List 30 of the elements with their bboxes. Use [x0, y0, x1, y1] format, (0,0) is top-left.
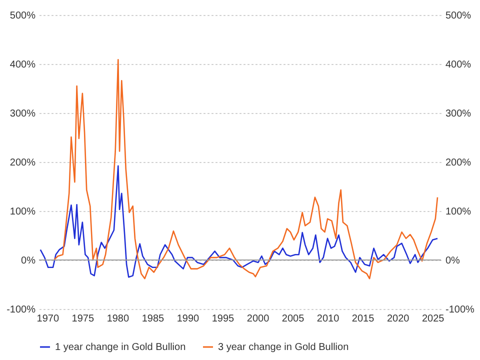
x-tick-label: 2000: [246, 314, 270, 324]
x-tick-label: 1980: [106, 314, 130, 324]
y-tick-label: 200%: [10, 158, 36, 168]
x-tick-label: 1990: [176, 314, 200, 324]
line-series: [54, 58, 438, 280]
x-tick-label: 2020: [386, 314, 410, 324]
x-tick-label: 1985: [142, 314, 165, 324]
x-tick-label: 2005: [282, 314, 305, 324]
y-tick-label: 500%: [10, 10, 36, 22]
x-tick-label: 1975: [72, 314, 94, 324]
line-series: [40, 165, 438, 278]
legend-label: 1 year change in Gold Bullion: [55, 342, 186, 353]
x-tick-label: 1995: [212, 314, 235, 324]
y-tick-label: -100%: [6, 304, 36, 316]
x-tick-label: 2025: [422, 314, 445, 324]
y2-tick-label: 300%: [446, 108, 472, 120]
y-tick-label: 100%: [10, 206, 36, 218]
x-tick-label: 2015: [352, 314, 375, 324]
y2-tick-label: 200%: [446, 158, 472, 168]
y2-tick-label: 0%: [446, 256, 460, 266]
legend-label: 3 year change in Gold Bullion: [218, 342, 349, 353]
x-tick-label: 1970: [36, 314, 60, 324]
y2-tick-label: 500%: [446, 10, 472, 22]
y-tick-label: 300%: [10, 108, 36, 120]
y2-tick-label: 100%: [446, 206, 472, 218]
y2-tick-label: -100%: [446, 304, 475, 316]
y2-tick-label: 400%: [446, 60, 472, 70]
y-tick-label: 400%: [10, 60, 36, 70]
y-tick-label: 0%: [21, 256, 36, 266]
x-tick-label: 2010: [316, 314, 340, 324]
